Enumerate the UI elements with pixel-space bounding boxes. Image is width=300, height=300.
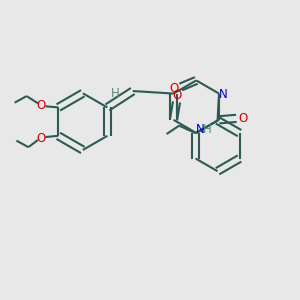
Text: O: O bbox=[36, 132, 46, 145]
Text: N: N bbox=[196, 124, 204, 136]
Text: H: H bbox=[203, 124, 212, 136]
Text: N: N bbox=[219, 88, 228, 101]
Text: O: O bbox=[238, 112, 248, 125]
Text: H: H bbox=[111, 87, 120, 100]
Text: O: O bbox=[169, 82, 179, 95]
Text: O: O bbox=[36, 99, 46, 112]
Text: O: O bbox=[172, 89, 181, 102]
